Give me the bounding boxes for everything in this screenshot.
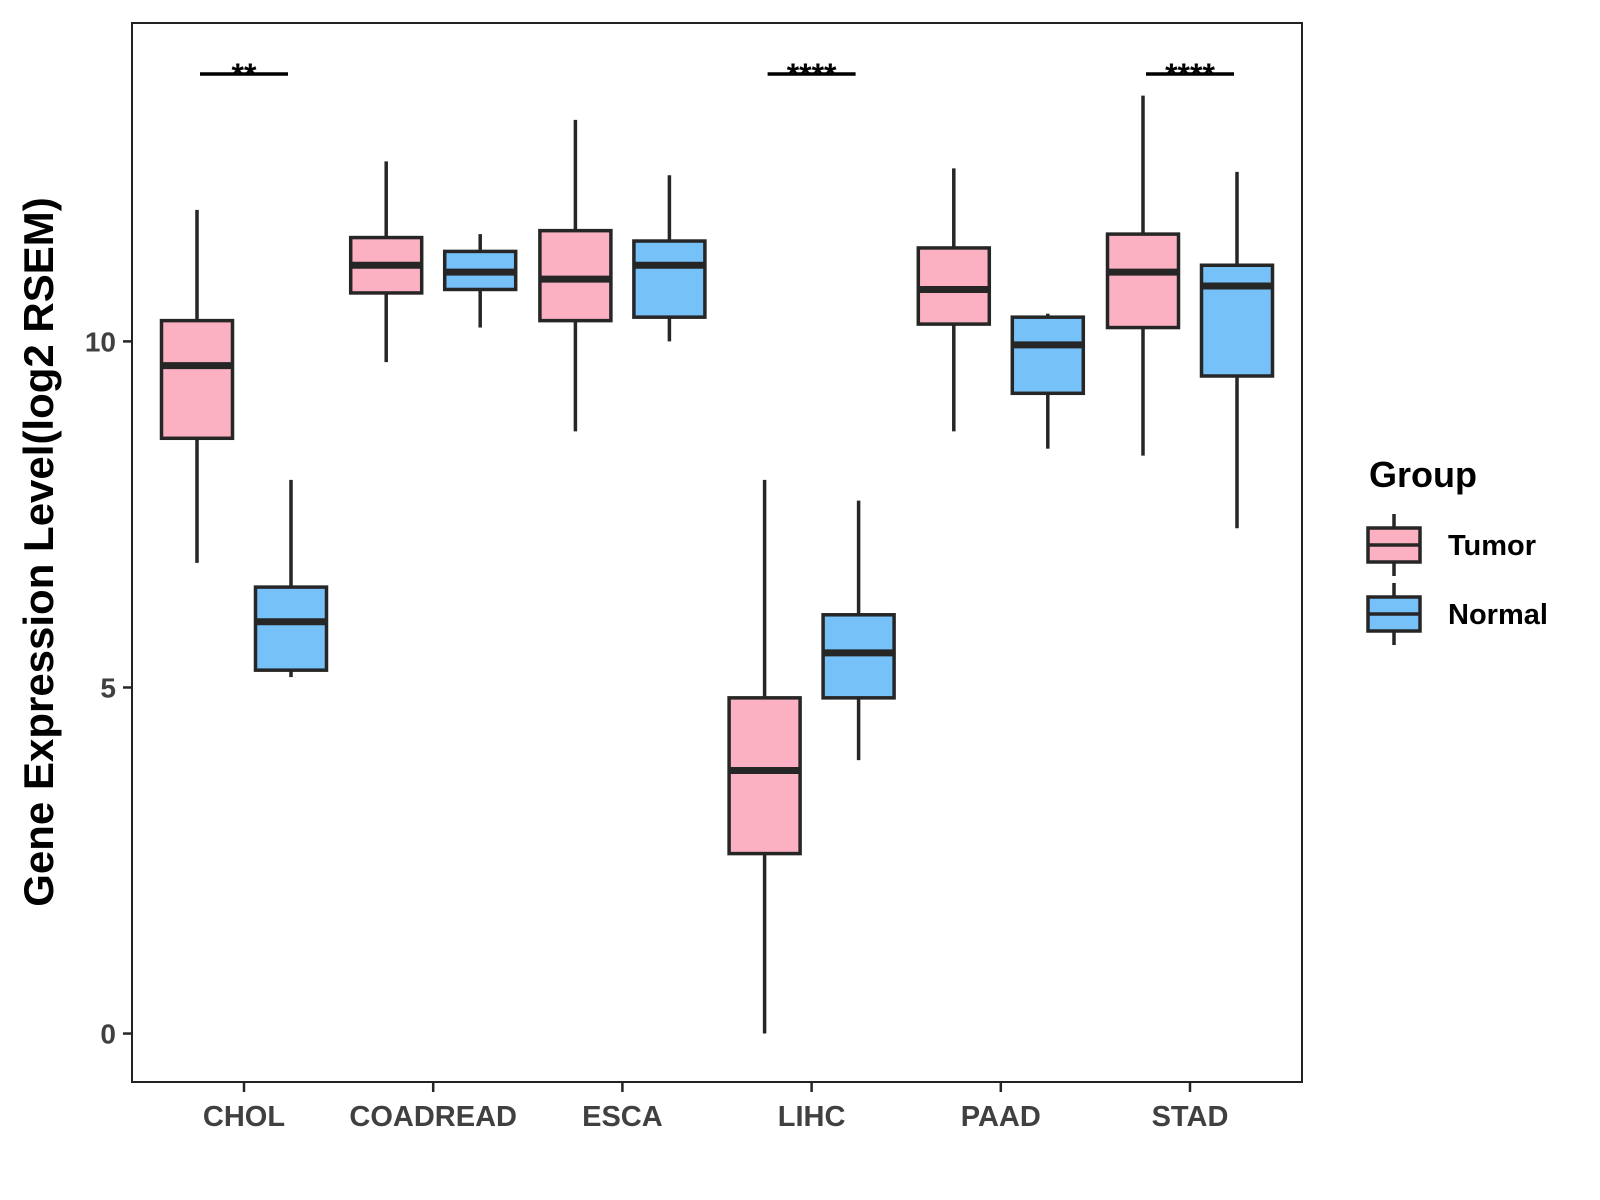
significance-label: **** [787,57,837,93]
legend-item-tumor: Tumor [1366,514,1536,576]
box-tumor-coadread [348,161,424,363]
significance-label: ** [232,57,257,93]
x-tick-label: COADREAD [349,1101,517,1133]
y-axis-title: Gene Expression Level(log2 RSEM) [15,197,62,907]
x-tick-label: ESCA [582,1101,663,1133]
box-tumor-paad [916,168,992,432]
box-body [159,318,235,441]
plot-panel-border [131,22,1303,1083]
box-normal-coadread [442,234,518,328]
legend-label: Tumor [1448,530,1536,562]
box-tumor-esca [538,119,613,432]
box-normal-lihc [821,500,896,761]
x-axis: CHOL COADREAD ESCA LIHC PAAD STAD [203,1082,1228,1133]
box-tumor-stad [1105,95,1181,456]
box-body [1010,315,1086,396]
x-tick-label: STAD [1152,1101,1229,1133]
x-tick-label: PAAD [961,1101,1041,1133]
box-body [632,239,707,319]
box-normal-stad [1199,171,1275,529]
y-tick-label: 5 [100,672,116,703]
x-tick-label: CHOL [203,1101,285,1133]
significance-label: **** [1165,57,1215,93]
box-body [253,585,329,672]
x-tick-label: LIHC [778,1101,846,1133]
legend-title: Group [1369,454,1477,495]
box-body [1199,263,1275,378]
y-tick-label: 0 [100,1019,116,1050]
box-body [727,696,802,856]
y-axis: 0 5 10 [85,326,132,1050]
legend-item-normal: Normal [1366,583,1548,645]
box-normal-chol [253,479,329,678]
legend-label: Normal [1448,599,1548,631]
y-tick-label: 10 [85,326,116,357]
box-body [1105,232,1181,330]
box-normal-paad [1010,313,1086,449]
box-tumor-chol [159,209,235,563]
chart-marks: ** **** **** [159,57,1275,1034]
legend: Group Tumor Normal [1366,454,1548,645]
box-tumor-lihc [727,479,802,1034]
box-normal-esca [632,175,707,342]
